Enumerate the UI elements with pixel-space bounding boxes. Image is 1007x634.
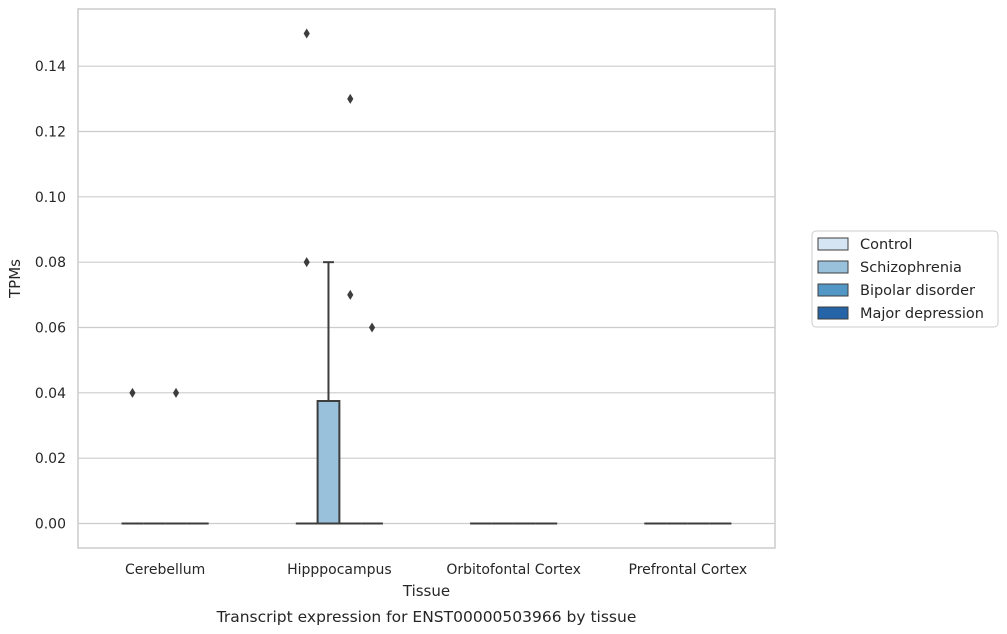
y-tick-label: 0.04: [35, 386, 66, 402]
box-schizophrenia: [316, 261, 341, 525]
legend-item: Schizophrenia: [817, 260, 962, 276]
x-tick-label: Hipppocampus: [287, 562, 392, 578]
x-axis-label: Tissue: [402, 582, 450, 600]
chart-caption: Transcript expression for ENST0000050396…: [216, 608, 637, 626]
y-tick-label: 0.02: [35, 451, 66, 467]
legend: Control Schizophrenia Bipolar disorder Majo…: [811, 230, 999, 328]
outlier-point: [368, 322, 376, 333]
legend-swatch: [817, 306, 849, 320]
box-plots: [121, 261, 732, 525]
legend-item: Major depression: [817, 306, 984, 322]
outlier-points: [129, 28, 376, 398]
x-axis-ticks: Cerebellum Hipppocampus Orbitofontal Corte…: [125, 562, 747, 578]
y-axis-label: TPMs: [6, 259, 24, 299]
x-tick-label: Cerebellum: [125, 562, 205, 578]
x-tick-label: Prefrontal Cortex: [629, 562, 748, 578]
outlier-point: [347, 289, 354, 300]
y-tick-label: 0.12: [35, 125, 66, 141]
legend-swatch: [817, 237, 849, 251]
outlier-point: [129, 387, 136, 398]
grid-lines: [78, 65, 775, 525]
legend-frame: [811, 230, 999, 328]
legend-label: Schizophrenia: [860, 260, 962, 276]
legend-item: Bipolar disorder: [817, 283, 975, 299]
outlier-point: [303, 28, 310, 39]
outlier-point: [172, 387, 180, 398]
y-axis-ticks: 0.00 0.02 0.04 0.06 0.08 0.10 0.12 0.14: [35, 59, 66, 532]
legend-swatch: [817, 283, 849, 297]
plot-frame: [77, 8, 776, 549]
y-tick-label: 0.14: [35, 59, 66, 75]
y-tick-label: 0.06: [35, 321, 66, 337]
box-body: [316, 400, 341, 525]
y-tick-label: 0.10: [35, 190, 66, 206]
outlier-point: [347, 93, 354, 104]
legend-label: Major depression: [860, 306, 984, 322]
y-tick-label: 0.00: [35, 517, 66, 533]
legend-item: Control: [817, 237, 912, 253]
legend-swatch: [817, 260, 849, 274]
outlier-point: [303, 257, 310, 268]
x-tick-label: Orbitofontal Cortex: [446, 562, 581, 578]
y-tick-label: 0.08: [35, 255, 66, 271]
legend-label: Bipolar disorder: [860, 283, 975, 299]
legend-label: Control: [860, 237, 912, 253]
